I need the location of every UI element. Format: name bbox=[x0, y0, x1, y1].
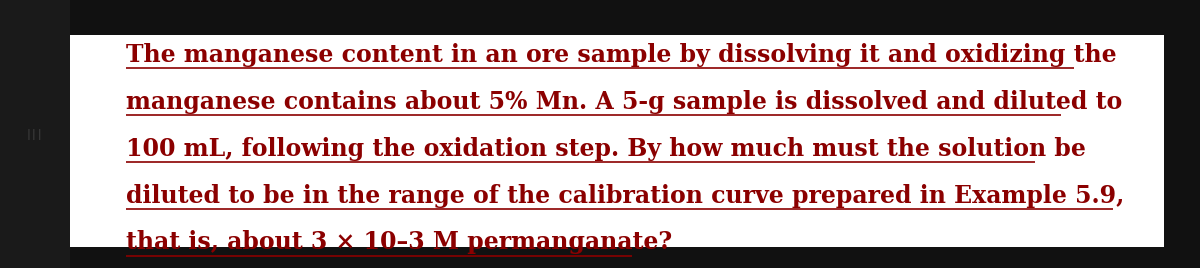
Text: diluted to be in the range of the calibration curve prepared in Example 5.9,: diluted to be in the range of the calibr… bbox=[126, 184, 1124, 208]
Bar bbox=[0, 0, 70, 268]
Text: 100 mL, following the oxidation step. By how much must the solution be: 100 mL, following the oxidation step. By… bbox=[126, 137, 1086, 161]
Text: The manganese content in an ore sample by dissolving it and oxidizing the: The manganese content in an ore sample b… bbox=[126, 43, 1117, 67]
Bar bbox=[1164, 0, 1200, 268]
Bar bbox=[70, 35, 1164, 247]
Text: |||: ||| bbox=[26, 128, 43, 140]
Text: that is, about 3 × 10–3 M permanganate?: that is, about 3 × 10–3 M permanganate? bbox=[126, 230, 672, 255]
Text: manganese contains about 5% Mn. A 5-g sample is dissolved and diluted to: manganese contains about 5% Mn. A 5-g sa… bbox=[126, 90, 1122, 114]
Bar bbox=[70, 0, 1200, 35]
Bar bbox=[70, 247, 1200, 268]
